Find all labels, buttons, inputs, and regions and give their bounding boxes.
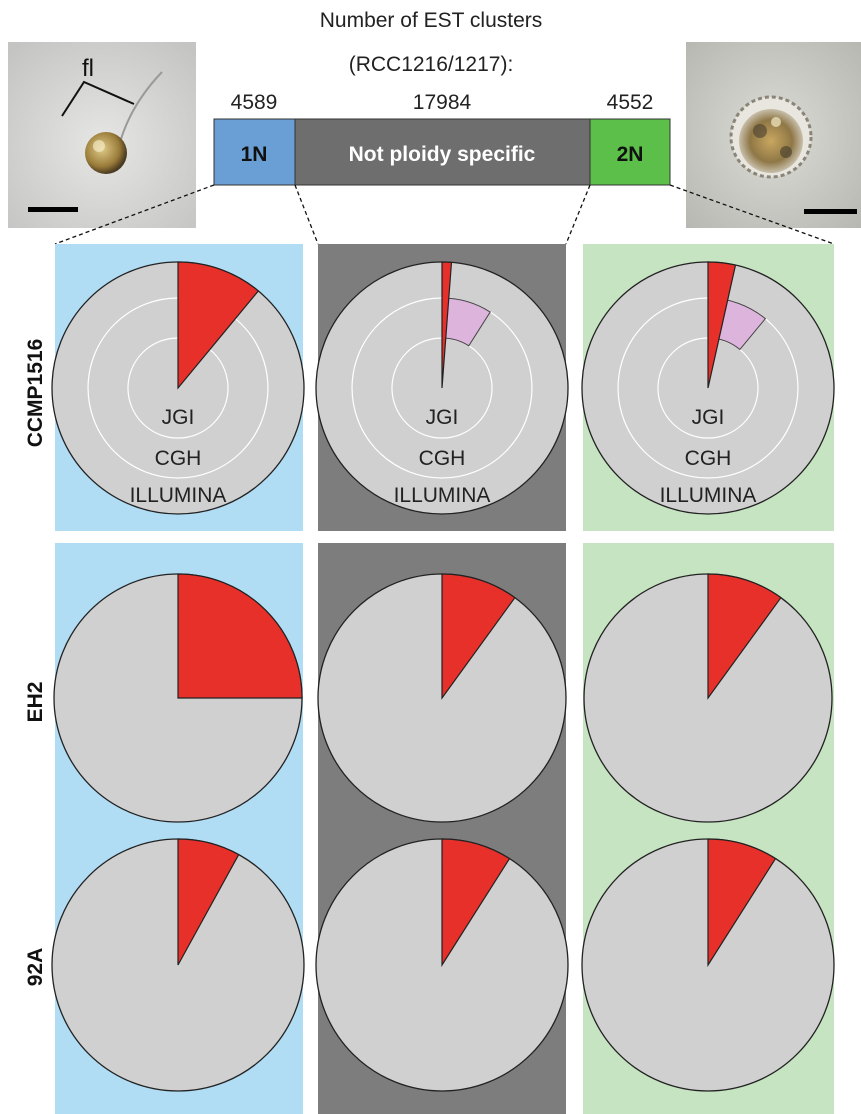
pie-charts: JGI CGH ILLUMINA JGI CGH ILLUMINA JGI CGH ILLUMI…: [51, 261, 835, 1092]
pie-wedge-92a-1n: [177, 838, 240, 966]
connector-lines: [54, 184, 835, 245]
scale-bar-right: [804, 209, 857, 214]
pie-wedge-eh2-2n: [707, 573, 782, 700]
row-label-eh2: EH2: [24, 682, 47, 723]
panel-row-gap: [0, 531, 861, 543]
count-2n: 4552: [607, 91, 654, 114]
count-not-ploidy-specific: 17984: [413, 91, 472, 114]
ploidy-bar: 1N Not ploidy specific 2N 4589 17984 455…: [213, 91, 671, 186]
pie-wedge-92a-2n: [707, 838, 777, 968]
bar-segment-1n: [213, 118, 296, 186]
bar-segment-2n: [589, 118, 671, 186]
bar-label-not-ploidy-specific: Not ploidy specific: [349, 143, 536, 166]
pie-wedge-92a-not-ploidy-specific: [441, 838, 511, 968]
ring-label-cgh: CGH: [155, 447, 202, 470]
pie-wedge-eh2-not-ploidy-specific: [441, 573, 516, 700]
ring-label-jgi: JGI: [162, 406, 195, 429]
row-label-92a: 92A: [24, 948, 47, 987]
ring-label-illumina: ILLUMINA: [660, 484, 757, 507]
ring-label-cgh: CGH: [419, 447, 466, 470]
flagella-label: fl: [82, 55, 94, 82]
ring-label-jgi: JGI: [426, 406, 459, 429]
ring-label-cgh: CGH: [685, 447, 732, 470]
pie-wedge-ccmp1516-not-ploidy-specific: [441, 261, 453, 389]
pie-wedge-ccmp1516-1n: [177, 261, 260, 390]
scale-bar-left: [28, 207, 78, 212]
pie-wedge-ccmp1516-2n: [707, 261, 737, 389]
bar-label-2n: 2N: [617, 143, 644, 166]
count-1n: 4589: [231, 91, 278, 114]
row-label-ccmp1516: CCMP1516: [24, 339, 47, 448]
haploid-cell-micrograph: fl: [8, 42, 196, 228]
figure-title-line2: (RCC1216/1217):: [349, 53, 514, 76]
ring-label-illumina: ILLUMINA: [130, 484, 227, 507]
ring-label-jgi: JGI: [692, 406, 725, 429]
bar-label-1n: 1N: [241, 143, 268, 166]
pie-wedge-eh2-1n: [177, 573, 303, 699]
diploid-cell-micrograph: [686, 42, 861, 228]
figure-title-line1: Number of EST clusters: [320, 9, 543, 32]
ring-label-illumina: ILLUMINA: [394, 484, 491, 507]
